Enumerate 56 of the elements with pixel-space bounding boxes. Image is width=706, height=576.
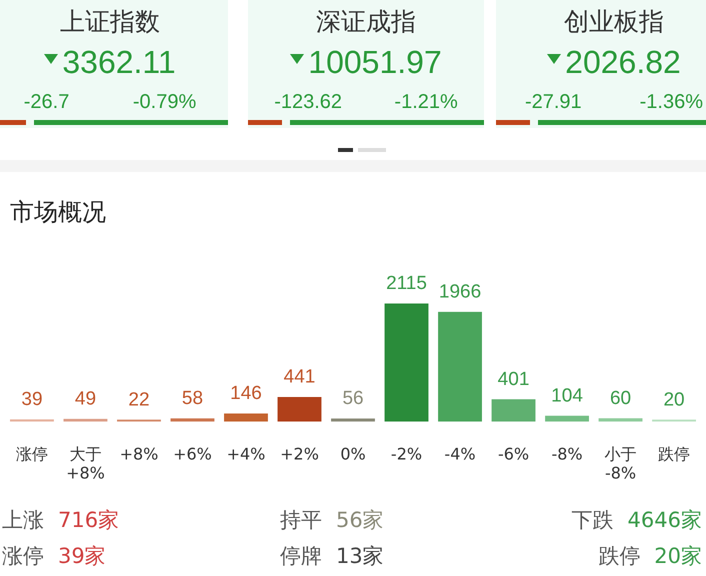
x-tick-label: 涨停	[16, 444, 48, 464]
text: -26.7	[24, 90, 70, 115]
bar	[278, 396, 322, 422]
x-tick-label: 小于 -8%	[604, 444, 637, 483]
x-tick-label: +6%	[173, 444, 212, 464]
x-tick-label: -4%	[444, 444, 476, 464]
text: -27.91	[524, 90, 582, 115]
text: -1.36%	[640, 90, 704, 115]
x-tick-label: +2%	[280, 444, 319, 464]
x-tick-label: -2%	[390, 444, 422, 464]
text: 涨停 39家	[2, 544, 106, 568]
text: -0.79%	[132, 90, 196, 115]
x-tick-label: +8%	[120, 444, 158, 464]
data-label: 401	[498, 368, 530, 390]
data-label: 49	[74, 388, 96, 410]
text: 3362.11	[62, 44, 176, 80]
text: -1.21%	[394, 90, 458, 115]
x-tick-label: +4%	[226, 444, 266, 464]
bar	[492, 399, 536, 422]
data-label: 104	[551, 386, 584, 407]
data-label: 39	[21, 389, 43, 410]
bar	[64, 418, 108, 422]
x-tick-label: 跌停	[658, 444, 690, 464]
bar	[384, 304, 428, 422]
bar	[224, 413, 268, 422]
bar	[331, 418, 375, 422]
bar	[170, 418, 214, 422]
data-label: 60	[610, 388, 632, 409]
data-label: 20	[663, 389, 685, 410]
data-label: 58	[182, 388, 204, 410]
x-tick-label: -6%	[498, 444, 530, 464]
data-label: 56	[342, 388, 364, 410]
bar	[10, 419, 54, 422]
bar	[598, 418, 642, 422]
data-label: 441	[284, 366, 316, 388]
text: 上证指数	[59, 6, 161, 38]
chart-title: 市场概况	[10, 197, 106, 228]
data-label: 1966	[438, 282, 482, 303]
text: 创业板指	[563, 6, 665, 38]
data-label: 146	[230, 383, 262, 404]
data-label: 2115	[386, 273, 427, 294]
text: 持平 56家	[280, 508, 384, 532]
text: 10051.97	[308, 44, 442, 80]
bar	[438, 312, 482, 422]
x-tick-label: 大于 +8%	[66, 444, 105, 483]
bar	[545, 416, 589, 422]
text: 2026.82	[565, 44, 681, 80]
text: 深证成指	[315, 6, 417, 38]
text: -123.62	[274, 90, 342, 115]
x-tick-label: -8%	[551, 444, 583, 464]
text: 上涨 716家	[2, 508, 120, 532]
text: 停牌 13家	[280, 544, 384, 568]
data-label: 22	[128, 389, 150, 410]
x-tick-label: 0%	[340, 444, 366, 464]
text: 跌停 20家	[598, 544, 702, 568]
text: 下跌 4646家	[572, 508, 702, 532]
